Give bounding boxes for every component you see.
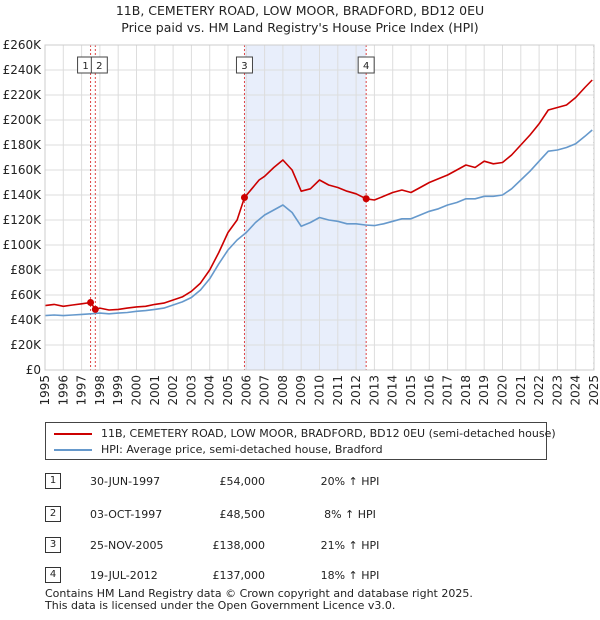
x-tick-label: 2003	[184, 375, 198, 406]
y-tick-label: £80K	[10, 263, 42, 277]
sale-marker-box	[90, 56, 108, 74]
legend-label-price: 11B, CEMETERY ROAD, LOW MOOR, BRADFORD, …	[101, 427, 556, 440]
x-tick-label: 2023	[550, 375, 564, 406]
sale-point	[362, 195, 370, 203]
y-tick-label: £260K	[3, 38, 43, 52]
x-tick-label: 2010	[313, 375, 327, 406]
y-tick-label: £180K	[3, 138, 43, 152]
x-tick-label: 2006	[239, 375, 253, 406]
sale-marker-label: 3	[241, 61, 247, 72]
sale-number-marker: 3	[235, 56, 253, 74]
x-tick-label: 1996	[56, 375, 70, 406]
chart-title-block: 11B, CEMETERY ROAD, LOW MOOR, BRADFORD, …	[0, 2, 600, 36]
x-tick-label: 1998	[93, 375, 107, 406]
chart-title: 11B, CEMETERY ROAD, LOW MOOR, BRADFORD, …	[115, 3, 485, 18]
sale-price: £54,000	[219, 475, 266, 488]
x-tick-label: 1995	[38, 375, 52, 406]
x-tick-label: 2002	[166, 375, 180, 406]
x-tick-label: 2013	[367, 375, 381, 406]
x-tick-label: 2018	[459, 375, 473, 406]
y-tick-label: £20K	[10, 338, 42, 352]
x-tick-label: 2021	[514, 375, 528, 406]
y-tick-label: £140K	[3, 188, 43, 202]
sale-point	[91, 305, 99, 313]
sale-marker-label: 2	[96, 61, 102, 72]
y-tick-label: £200K	[3, 113, 43, 127]
sale-number-marker: 4	[357, 56, 375, 74]
x-tick-label: 2020	[496, 375, 510, 406]
legend-label-hpi: HPI: Average price, semi-detached house,…	[101, 443, 383, 456]
legend-item-hpi: HPI: Average price, semi-detached house,…	[54, 442, 383, 458]
sale-marker-box	[235, 56, 253, 74]
price-paid-line	[44, 79, 593, 311]
sale-number-marker: 2	[90, 56, 108, 74]
x-tick-label: 2008	[276, 375, 290, 406]
sale-number-badge: 1	[45, 473, 61, 489]
legend-swatch-hpi	[54, 449, 92, 451]
plot-frame	[44, 44, 595, 371]
x-tick-label: 2025	[587, 375, 600, 406]
sale-date: 30-JUN-1997	[90, 475, 161, 488]
sale-marker-label: 4	[363, 61, 369, 72]
x-tick-label: 2022	[532, 375, 546, 406]
table-row: 2 03-OCT-1997 £48,500 8% ↑ HPI	[45, 506, 465, 524]
x-tick-label: 2007	[258, 375, 272, 406]
x-tick-label: 2015	[404, 375, 418, 406]
hpi-line	[44, 129, 593, 317]
table-row: 4 19-JUL-2012 £137,000 18% ↑ HPI	[45, 567, 465, 585]
sale-price: £138,000	[212, 539, 266, 552]
sale-point	[240, 194, 248, 201]
footer-attribution: Contains HM Land Registry data © Crown c…	[45, 588, 473, 612]
y-tick-label: £220K	[3, 88, 43, 102]
shaded-period	[244, 45, 367, 370]
y-tick-label: £0	[26, 363, 41, 377]
x-tick-label: 2009	[294, 375, 308, 406]
sale-date: 19-JUL-2012	[90, 569, 158, 582]
sale-number-badge: 3	[45, 537, 61, 553]
sale-hpi-change: 8% ↑ HPI	[324, 508, 376, 521]
x-tick-label: 2004	[203, 375, 217, 406]
x-tick-label: 2005	[221, 375, 235, 406]
sale-price: £137,000	[212, 569, 266, 582]
y-tick-label: £60K	[10, 288, 42, 302]
x-tick-label: 1997	[75, 375, 89, 406]
y-tick-label: £40K	[10, 313, 42, 327]
y-tick-label: £240K	[3, 63, 43, 77]
x-tick-label: 2001	[148, 375, 162, 406]
sale-point	[87, 299, 95, 306]
legend-swatch-price	[54, 433, 92, 435]
sale-number-badge: 2	[45, 506, 61, 522]
x-tick-label: 2011	[331, 375, 345, 406]
sale-hpi-change: 20% ↑ HPI	[320, 475, 380, 488]
sale-marker-label: 1	[82, 61, 88, 72]
y-tick-label: £160K	[3, 163, 43, 177]
sale-date: 25-NOV-2005	[90, 539, 164, 552]
sale-hpi-change: 21% ↑ HPI	[320, 539, 380, 552]
x-tick-label: 1999	[111, 375, 125, 406]
footer-license: This data is licensed under the Open Gov…	[45, 599, 396, 612]
x-tick-label: 2016	[422, 375, 436, 406]
x-tick-label: 2012	[349, 375, 363, 406]
legend: 11B, CEMETERY ROAD, LOW MOOR, BRADFORD, …	[45, 422, 556, 460]
sale-number-badge: 4	[45, 567, 61, 583]
x-tick-label: 2017	[441, 375, 455, 406]
y-tick-label: £120K	[3, 213, 43, 227]
table-row: 1 30-JUN-1997 £54,000 20% ↑ HPI	[45, 473, 465, 491]
legend-item-price: 11B, CEMETERY ROAD, LOW MOOR, BRADFORD, …	[54, 426, 556, 442]
table-row: 3 25-NOV-2005 £138,000 21% ↑ HPI	[45, 537, 465, 555]
chart-subtitle: Price paid vs. HM Land Registry's House …	[121, 20, 479, 35]
sale-price: £48,500	[219, 508, 266, 521]
y-tick-label: £100K	[3, 238, 43, 252]
footer-copyright: Contains HM Land Registry data © Crown c…	[45, 587, 473, 600]
x-tick-label: 2019	[477, 375, 491, 406]
x-tick-label: 2000	[130, 375, 144, 406]
sale-date: 03-OCT-1997	[90, 508, 163, 521]
x-tick-label: 2024	[569, 375, 583, 406]
sale-hpi-change: 18% ↑ HPI	[320, 569, 380, 582]
sale-marker-box	[357, 56, 375, 74]
x-tick-label: 2014	[386, 375, 400, 406]
